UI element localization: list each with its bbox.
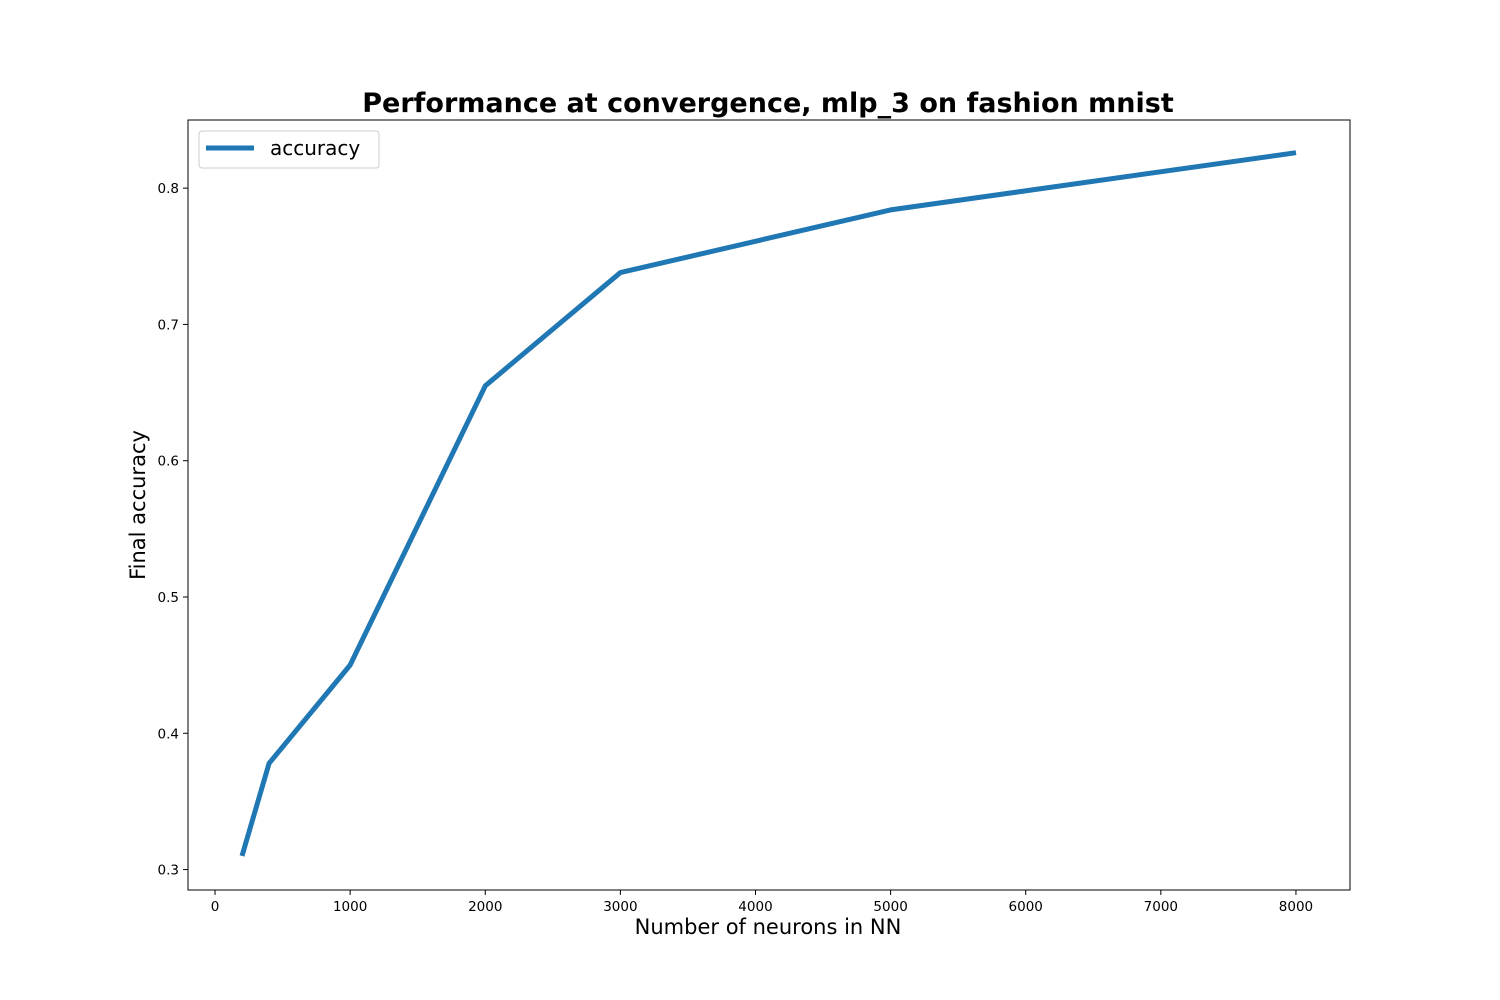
y-tick-label: 0.3 bbox=[158, 863, 179, 879]
x-tick-label: 8000 bbox=[1279, 899, 1313, 915]
x-tick-label: 4000 bbox=[738, 899, 772, 915]
y-tick-label: 0.6 bbox=[158, 454, 179, 470]
x-tick-label: 2000 bbox=[468, 899, 502, 915]
x-axis: 0 1000 2000 3000 4000 5000 6000 7000 8000 bbox=[211, 890, 1313, 915]
series-line-accuracy bbox=[239, 150, 1297, 857]
y-tick-label: 0.4 bbox=[158, 726, 179, 742]
x-tick-label: 3000 bbox=[603, 899, 637, 915]
y-axis-label: Final accuracy bbox=[126, 430, 150, 580]
x-tick-label: 6000 bbox=[1009, 899, 1043, 915]
x-axis-label: Number of neurons in NN bbox=[635, 915, 902, 939]
plot-area bbox=[187, 119, 1351, 891]
x-tick-label: 0 bbox=[211, 899, 220, 915]
x-tick-label: 5000 bbox=[873, 899, 907, 915]
y-axis: 0.3 0.4 0.5 0.6 0.7 0.8 bbox=[158, 181, 188, 879]
legend-label-accuracy: accuracy bbox=[270, 136, 360, 160]
y-tick-label: 0.8 bbox=[158, 181, 179, 197]
legend-frame bbox=[198, 130, 380, 169]
y-tick-label: 0.5 bbox=[158, 590, 179, 606]
series-layer bbox=[239, 150, 1297, 857]
x-tick-label: 7000 bbox=[1144, 899, 1178, 915]
x-tick-label: 1000 bbox=[333, 899, 367, 915]
legend: accuracy bbox=[198, 130, 380, 169]
chart-title: Performance at convergence, mlp_3 on fas… bbox=[362, 88, 1174, 119]
y-tick-label: 0.7 bbox=[158, 317, 179, 333]
